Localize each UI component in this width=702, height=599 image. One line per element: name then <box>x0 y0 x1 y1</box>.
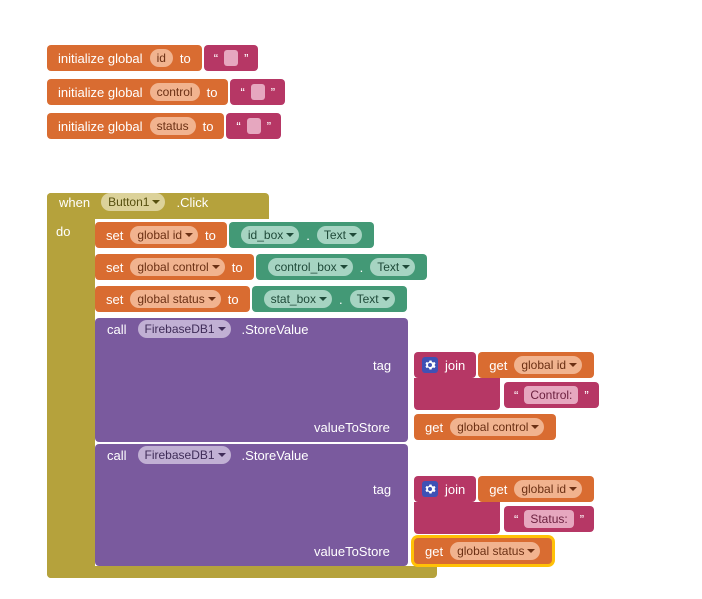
keyword-to: to <box>228 292 239 307</box>
get-var-dropdown[interactable]: global status <box>450 542 540 560</box>
text-literal-value[interactable]: Control: <box>524 386 578 404</box>
quote-open: “ <box>214 51 218 66</box>
get-var-dropdown[interactable]: global control <box>450 418 544 436</box>
get-var-block[interactable]: get global id <box>478 476 594 502</box>
dot: . <box>306 228 310 243</box>
var-name-pill[interactable]: status <box>150 117 196 135</box>
component-prop-block[interactable]: control_box . Text <box>256 254 428 280</box>
keyword-to: to <box>203 119 214 134</box>
var-name-pill[interactable]: id <box>150 49 173 67</box>
component-prop-block[interactable]: stat_box . Text <box>252 286 407 312</box>
keyword-set: set <box>106 260 123 275</box>
keyword-to: to <box>205 228 216 243</box>
text-literal-block[interactable]: “ ” <box>226 113 281 139</box>
set-var-block[interactable]: set global status to <box>95 286 250 312</box>
property-dropdown[interactable]: Text <box>350 290 395 308</box>
keyword-set: set <box>106 228 123 243</box>
keyword-get: get <box>489 482 507 497</box>
call-method: .StoreValue <box>242 322 309 337</box>
call-component-dropdown[interactable]: FirebaseDB1 <box>138 446 231 464</box>
slot-label-tag: tag <box>373 482 391 497</box>
get-var-dropdown[interactable]: global id <box>514 356 582 374</box>
quote-close: ” <box>271 85 275 100</box>
call-method: .StoreValue <box>242 448 309 463</box>
join-block[interactable]: join <box>414 476 476 502</box>
text-literal-value[interactable]: Status: <box>524 510 573 528</box>
keyword-get: get <box>489 358 507 373</box>
set-var-dropdown[interactable]: global status <box>130 290 220 308</box>
var-name-pill[interactable]: control <box>150 83 200 101</box>
get-var-block[interactable]: get global id <box>478 352 594 378</box>
component-dropdown[interactable]: id_box <box>241 226 299 244</box>
set-var-block[interactable]: set global control to <box>95 254 254 280</box>
event-component-dropdown[interactable]: Button1 <box>101 193 165 211</box>
quote-open: “ <box>236 119 240 134</box>
keyword-initialize: initialize global <box>58 85 143 100</box>
text-literal-value[interactable] <box>251 84 265 100</box>
keyword-to: to <box>232 260 243 275</box>
init-global-block[interactable]: initialize global control to <box>47 79 228 105</box>
init-global-block[interactable]: initialize global status to <box>47 113 224 139</box>
join-body-bg <box>414 502 500 534</box>
set-var-block[interactable]: set global id to <box>95 222 227 248</box>
keyword-join: join <box>445 482 465 497</box>
quote-open: “ <box>514 512 518 527</box>
keyword-call: call <box>107 448 127 463</box>
event-name: .Click <box>176 195 208 210</box>
get-var-dropdown[interactable]: global id <box>514 480 582 498</box>
quote-open: “ <box>514 388 518 403</box>
slot-label-value: valueToStore <box>314 420 390 435</box>
slot-label-tag: tag <box>373 358 391 373</box>
text-literal-block[interactable]: “ ” <box>230 79 285 105</box>
keyword-get: get <box>425 544 443 559</box>
component-dropdown[interactable]: stat_box <box>264 290 332 308</box>
keyword-to: to <box>207 85 218 100</box>
keyword-get: get <box>425 420 443 435</box>
get-var-block[interactable]: get global status <box>414 538 552 564</box>
event-block-foot <box>47 566 437 578</box>
text-literal-block[interactable]: “ Control: ” <box>504 382 599 408</box>
quote-close: ” <box>584 388 588 403</box>
set-var-dropdown[interactable]: global id <box>130 226 198 244</box>
text-literal-value[interactable] <box>247 118 261 134</box>
dot: . <box>339 292 343 307</box>
property-dropdown[interactable]: Text <box>317 226 362 244</box>
call-component-dropdown[interactable]: FirebaseDB1 <box>138 320 231 338</box>
keyword-initialize: initialize global <box>58 119 143 134</box>
quote-close: ” <box>244 51 248 66</box>
keyword-call: call <box>107 322 127 337</box>
join-body-bg <box>414 378 500 410</box>
component-prop-block[interactable]: id_box . Text <box>229 222 374 248</box>
quote-close: ” <box>267 119 271 134</box>
set-var-dropdown[interactable]: global control <box>130 258 224 276</box>
slot-label-value: valueToStore <box>314 544 390 559</box>
text-literal-value[interactable] <box>224 50 238 66</box>
join-block[interactable]: join <box>414 352 476 378</box>
get-var-block[interactable]: get global control <box>414 414 556 440</box>
init-global-block[interactable]: initialize global id to <box>47 45 202 71</box>
gear-icon[interactable] <box>422 357 438 373</box>
text-literal-block[interactable]: “ ” <box>204 45 259 71</box>
keyword-when: when <box>59 195 90 210</box>
gear-icon[interactable] <box>422 481 438 497</box>
quote-open: “ <box>240 85 244 100</box>
component-dropdown[interactable]: control_box <box>268 258 353 276</box>
text-literal-block[interactable]: “ Status: ” <box>504 506 594 532</box>
quote-close: ” <box>580 512 584 527</box>
keyword-set: set <box>106 292 123 307</box>
property-dropdown[interactable]: Text <box>370 258 415 276</box>
keyword-join: join <box>445 358 465 373</box>
event-block-spine <box>47 193 95 578</box>
keyword-do: do <box>56 224 70 239</box>
dot: . <box>360 260 364 275</box>
keyword-to: to <box>180 51 191 66</box>
keyword-initialize: initialize global <box>58 51 143 66</box>
